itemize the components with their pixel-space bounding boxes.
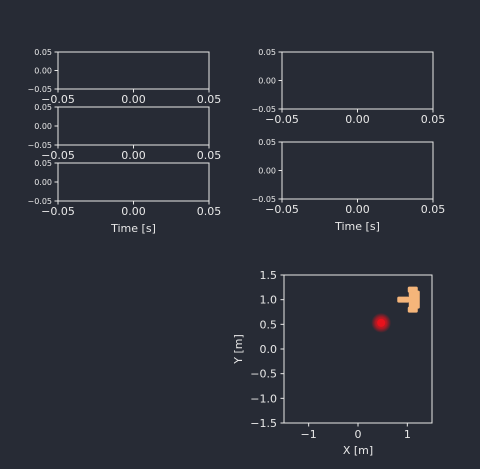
robot-arm: [397, 296, 410, 303]
x-tick-label: −0.05: [41, 93, 75, 106]
robot-marker: [397, 286, 420, 313]
y-tick-label: 0.05: [34, 159, 52, 168]
robot-body: [408, 290, 420, 309]
y-tick-label: 0.5: [260, 318, 278, 331]
x-tick-label: 0.00: [121, 149, 146, 162]
y-tick-label: 0.00: [258, 77, 276, 86]
x-axis-label: Time [s]: [110, 222, 156, 235]
x-tick-label: −0.05: [41, 149, 75, 162]
y-tick-label: 0.00: [258, 167, 276, 176]
chart-right-2: −0.05 0.00 0.05 0.05 0.00 −0.05 Time [s]: [251, 138, 445, 233]
chart-left-1: −0.05 0.00 0.05 0.05 0.00 −0.05: [27, 48, 221, 106]
y-tick-label: 0.0: [260, 343, 278, 356]
robot-wheel-top: [407, 286, 418, 293]
y-tick-label: −0.05: [27, 85, 52, 94]
x-tick-label: −0.05: [265, 113, 299, 126]
x-tick-label: 0.05: [421, 113, 446, 126]
x-tick-label: 0: [355, 428, 362, 441]
x-tick-label: 0.05: [197, 149, 222, 162]
y-tick-label: 0.00: [34, 178, 52, 187]
x-tick-label: 0.00: [345, 203, 370, 216]
y-tick-label: −0.5: [250, 368, 277, 381]
y-tick-label: 1.5: [260, 269, 278, 282]
y-tick-label: −0.05: [27, 141, 52, 150]
y-tick-label: 0.00: [34, 122, 52, 131]
y-tick-label: −1.0: [250, 392, 277, 405]
y-tick-label: −1.5: [250, 417, 277, 430]
y-tick-label: −0.05: [251, 195, 276, 204]
x-axis-label: Time [s]: [334, 220, 380, 233]
y-tick-label: 1.0: [260, 294, 278, 307]
x-tick-label: −1: [301, 428, 317, 441]
x-tick-label: −0.05: [41, 205, 75, 218]
x-tick-label: −0.05: [265, 203, 299, 216]
y-tick-label: 0.00: [34, 67, 52, 76]
chart-left-2: −0.05 0.00 0.05 0.05 0.00 −0.05: [27, 103, 221, 162]
chart-right-1: −0.05 0.00 0.05 0.05 0.00 −0.05: [251, 48, 445, 126]
y-tick-label: 0.05: [258, 138, 276, 147]
x-tick-label: 0.00: [121, 93, 146, 106]
y-tick-label: 0.05: [34, 103, 52, 112]
y-axis-label: Y [m]: [232, 334, 245, 365]
y-tick-label: −0.05: [27, 197, 52, 206]
x-tick-label: 1: [404, 428, 411, 441]
y-tick-label: 0.05: [258, 48, 276, 57]
chart-xy-map: −1 0 1 1.5 1.0 0.5 0.0 −0.5 −1.0 −1.5 X [m] Y [m]: [232, 269, 433, 457]
robot-wheel-bottom: [407, 306, 418, 313]
y-tick-label: 0.05: [34, 48, 52, 57]
chart-left-3: −0.05 0.00 0.05 0.05 0.00 −0.05 Time [s]: [27, 159, 221, 235]
x-tick-label: 0.05: [421, 203, 446, 216]
x-tick-label: 0.00: [345, 113, 370, 126]
x-tick-label: 0.05: [197, 205, 222, 218]
target-marker-core: [377, 318, 386, 327]
x-axis-label: X [m]: [343, 444, 373, 457]
x-tick-label: 0.05: [197, 93, 222, 106]
x-tick-label: 0.00: [121, 205, 146, 218]
y-tick-label: −0.05: [251, 105, 276, 114]
